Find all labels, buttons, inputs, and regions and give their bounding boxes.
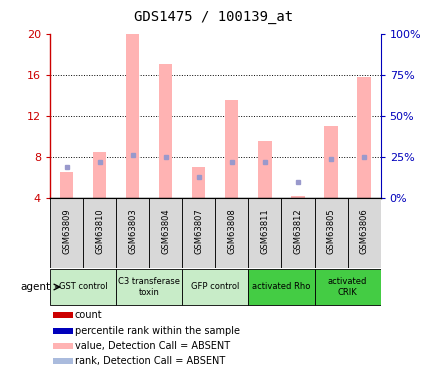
Text: rank, Detection Call = ABSENT: rank, Detection Call = ABSENT: [75, 356, 224, 366]
Bar: [53, 343, 73, 349]
Bar: [248, 198, 281, 268]
Bar: [192, 167, 205, 198]
Text: GSM63812: GSM63812: [293, 209, 302, 254]
Bar: [83, 198, 116, 268]
Bar: [93, 152, 106, 198]
Text: GSM63809: GSM63809: [62, 209, 71, 254]
Bar: [215, 198, 248, 268]
Text: GSM63811: GSM63811: [260, 209, 269, 254]
Bar: [50, 198, 83, 268]
Bar: [53, 312, 73, 318]
Text: agent: agent: [20, 282, 50, 292]
Text: GDS1475 / 100139_at: GDS1475 / 100139_at: [133, 10, 292, 24]
Text: GSM63804: GSM63804: [161, 209, 170, 254]
Bar: [291, 196, 304, 198]
Text: activated
CRIK: activated CRIK: [327, 277, 366, 297]
Text: count: count: [75, 310, 102, 320]
Bar: [53, 358, 73, 364]
Bar: [116, 198, 149, 268]
Bar: [258, 141, 271, 198]
Bar: [126, 34, 139, 198]
Bar: [182, 198, 215, 268]
Bar: [182, 269, 248, 305]
Text: activated Rho: activated Rho: [252, 282, 310, 291]
Text: percentile rank within the sample: percentile rank within the sample: [75, 326, 239, 336]
Bar: [53, 327, 73, 334]
Text: GSM63805: GSM63805: [326, 209, 335, 254]
Bar: [159, 64, 172, 198]
Text: GFP control: GFP control: [191, 282, 239, 291]
Bar: [60, 172, 73, 198]
Bar: [314, 198, 347, 268]
Text: value, Detection Call = ABSENT: value, Detection Call = ABSENT: [75, 341, 230, 351]
Bar: [357, 77, 370, 198]
Bar: [225, 100, 238, 198]
Bar: [324, 126, 337, 198]
Text: GSM63810: GSM63810: [95, 209, 104, 254]
Text: GSM63808: GSM63808: [227, 209, 236, 254]
Bar: [347, 198, 380, 268]
Text: GSM63806: GSM63806: [359, 209, 368, 254]
Bar: [149, 198, 182, 268]
Text: C3 transferase
toxin: C3 transferase toxin: [118, 277, 180, 297]
Text: GSM63803: GSM63803: [128, 209, 137, 254]
Bar: [248, 269, 314, 305]
Bar: [314, 269, 380, 305]
Bar: [116, 269, 182, 305]
Text: GST control: GST control: [59, 282, 107, 291]
Text: GSM63807: GSM63807: [194, 209, 203, 254]
Bar: [50, 269, 116, 305]
Bar: [281, 198, 314, 268]
